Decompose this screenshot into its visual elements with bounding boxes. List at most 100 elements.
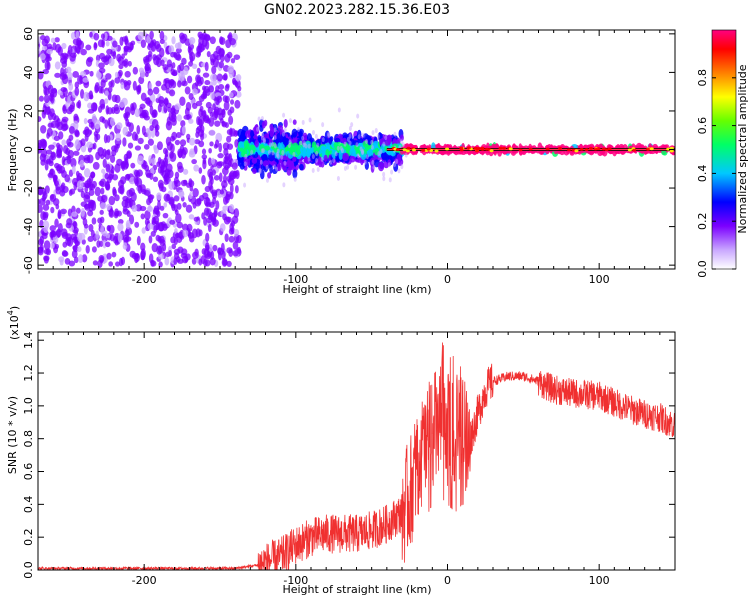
spectrogram-cell [176,114,182,122]
spectrogram-cell [263,119,268,127]
spectrogram-cell [146,205,154,213]
spectrogram-cell [209,257,216,266]
spectrogram-cell [74,81,80,89]
spectrogram-cell [111,251,117,258]
spectrogram-cell [188,191,193,200]
spectrogram-cell [212,103,216,111]
spectrogram-cell [170,203,176,209]
spectrogram-cell [281,150,285,156]
spectrogram-cell [163,193,170,202]
spectrogram-cell [167,106,172,113]
spectrogram-cell [348,126,352,132]
spectrogram-cell [108,209,115,218]
spectrogram-cell [61,42,67,50]
spectrogram-cell [65,147,71,156]
spectrogram-cell [372,164,376,170]
spectrogram-cell [74,86,80,96]
spectrogram-cell [148,155,152,164]
spectrogram-cell [137,155,144,166]
spectrogram-cell [198,108,203,118]
spectrogram-cell [77,246,82,253]
spectrogram-cell [83,203,90,209]
spectrogram-cell [579,147,584,151]
spectrogram-cell [302,142,306,148]
spectrogram-cell [72,221,78,229]
spectrogram-cell [292,156,297,162]
spectrogram-cell [45,149,53,155]
spectrogram-cell [377,151,381,157]
spectrogram-cell [202,109,207,120]
spectrogram-cell [39,219,44,229]
spectrogram-cell [117,56,124,65]
spectrogram-cell [160,164,168,173]
spectrogram-cell [336,145,340,151]
spectrogram-cell [118,179,125,189]
spectrogram-cell [204,61,209,72]
spectrogram-cell [172,69,178,77]
spectrogram-cell [348,133,352,139]
spectrogram-cell [239,163,245,170]
spectrogram-cell [112,50,117,60]
spectrogram-cell [45,248,52,256]
spectrogram-cell [175,54,182,61]
spectrogram-cell [332,158,336,164]
spectrogram-cell [311,129,315,135]
y-tick-label: 20 [22,104,35,118]
spectrogram-cell [645,147,650,151]
spectrogram-cell [117,232,123,243]
spectrogram-cell [222,174,228,183]
spectrogram-cell [189,51,196,62]
spectrogram-cell [260,116,264,122]
spectrogram-cell [71,165,76,175]
spectrogram-cell [152,86,160,95]
spectrogram-cell [111,149,117,157]
spectrogram-cell [179,32,185,40]
spectrogram-cell [354,146,361,155]
spectrogram-cell [159,30,165,41]
spectrogram-cell [43,226,49,233]
spectrogram-cell [43,255,50,262]
spectrogram-cell [46,61,51,71]
spectrogram-cell [108,86,113,93]
colorbar-tick-label: 0.2 [696,212,709,230]
spectrogram-cell [46,48,53,55]
spectrogram-cell [271,150,275,156]
spectrogram-cell [86,56,94,63]
spectrogram-cell [139,103,146,110]
spectrogram-cell [99,98,106,109]
spectrogram-cell [91,113,97,123]
spectrogram-cell [545,147,550,151]
spectrogram-cell [214,120,221,127]
spectrogram-cell [128,122,134,133]
spectrogram-cell [130,162,136,169]
spectrogram-cell [212,244,218,252]
spectrogram-cell [84,191,91,200]
spectrogram-cell [45,199,51,206]
spectrogram-cell [73,113,79,121]
spectrogram-cell [182,168,189,175]
spectrogram-cell [123,112,128,119]
spectrogram-cell [43,94,50,104]
spectrogram-cell [393,162,397,168]
spectrogram-cell [250,130,254,138]
spectrogram-cell [229,127,233,138]
x-tick-label: 100 [589,273,610,286]
spectrogram-cell [229,38,236,46]
spectrogram-cell [180,120,186,127]
spectrogram-cell [210,90,215,100]
spectrogram-cell [127,42,134,51]
spectrogram-cell [134,253,141,262]
spectrogram-cell [498,146,503,150]
spectrogram-cell [61,249,68,257]
spectrogram-cell [204,201,212,208]
spectrogram-cell [175,47,182,54]
spectrogram-cell [337,107,341,113]
spectrogram-cell [262,137,266,143]
spectrogram-cell [401,142,405,148]
spectrogram-cell [180,179,188,187]
spectrogram-cell [205,101,212,109]
spectrogram-cell [114,76,121,84]
spectrogram-cell [120,81,125,90]
